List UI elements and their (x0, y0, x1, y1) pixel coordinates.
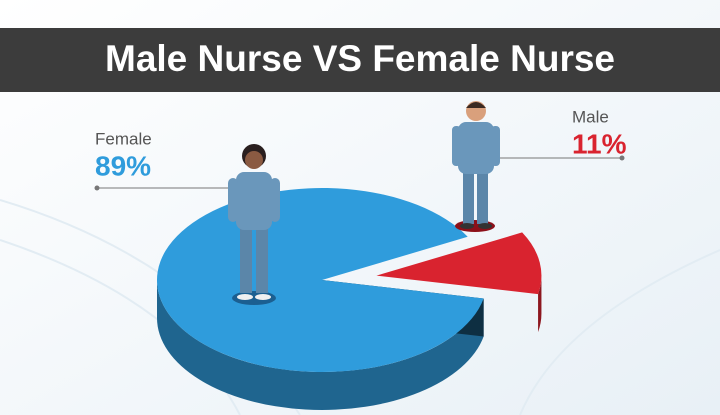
pie (157, 188, 542, 410)
decor-curve (519, 249, 720, 415)
chart-title: Male Nurse VS Female Nurse (105, 38, 615, 79)
category-label: Male (572, 107, 609, 126)
leader-dot (619, 155, 625, 161)
leader-dot (94, 185, 100, 191)
category-label: Female (95, 129, 152, 148)
pie-slice-side (538, 275, 542, 333)
pie-slice-side (157, 280, 484, 410)
pie-slice (376, 232, 542, 295)
female-nurse-figure (228, 144, 280, 305)
value-label: 11% (572, 128, 627, 159)
value-label: 89% (95, 150, 151, 181)
title-bar (0, 28, 720, 92)
pie-slice (157, 188, 484, 372)
male-nurse-figure (452, 101, 500, 232)
